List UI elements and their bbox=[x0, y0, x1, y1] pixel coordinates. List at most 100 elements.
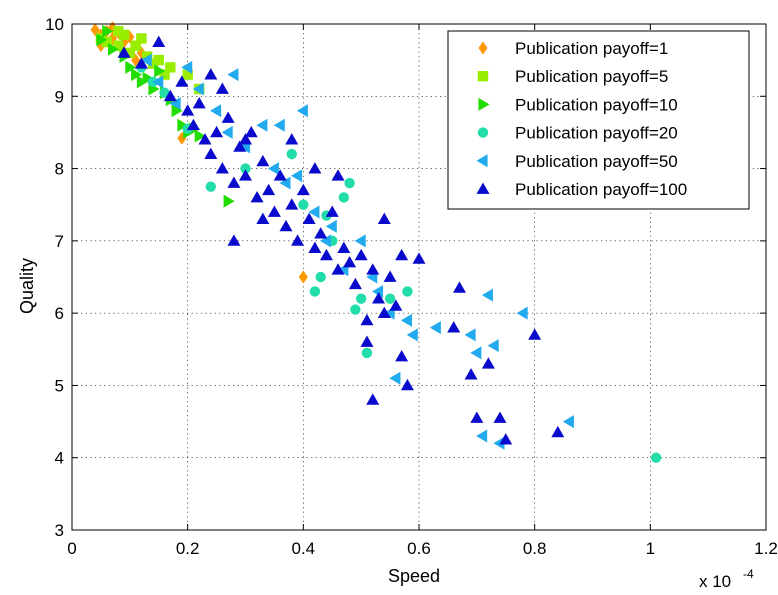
data-point bbox=[154, 64, 166, 78]
data-point bbox=[125, 60, 137, 74]
data-point bbox=[181, 60, 193, 74]
data-point bbox=[344, 177, 355, 189]
data-point bbox=[296, 183, 310, 196]
data-point bbox=[389, 371, 401, 385]
data-point bbox=[140, 53, 152, 67]
data-point bbox=[227, 176, 241, 188]
data-point bbox=[337, 241, 351, 253]
data-point bbox=[204, 68, 218, 80]
data-point bbox=[233, 140, 247, 152]
data-point bbox=[210, 104, 222, 118]
data-point bbox=[319, 234, 332, 248]
x-tick-label: 0.6 bbox=[407, 539, 431, 558]
legend: Publication payoff=1 Publication payoff=5… bbox=[447, 30, 750, 210]
x-tick-label: 0.2 bbox=[176, 539, 200, 558]
legend-marker bbox=[476, 154, 488, 168]
legend-label: Publication payoff=50 bbox=[515, 152, 678, 171]
data-point bbox=[372, 292, 386, 304]
data-point bbox=[113, 26, 124, 37]
x-tick-label: 1 bbox=[646, 539, 655, 558]
data-point bbox=[244, 125, 258, 138]
data-point bbox=[314, 227, 328, 239]
data-point bbox=[395, 350, 409, 362]
y-tick-label: 4 bbox=[55, 449, 64, 468]
data-point bbox=[406, 328, 418, 342]
data-point bbox=[134, 57, 148, 69]
data-point bbox=[308, 241, 322, 253]
data-point bbox=[101, 36, 112, 48]
data-point bbox=[221, 111, 235, 123]
data-point bbox=[481, 357, 495, 369]
data-point bbox=[325, 205, 339, 217]
data-point bbox=[192, 82, 204, 96]
data-point bbox=[493, 411, 507, 423]
data-point bbox=[470, 346, 482, 360]
legend-marker bbox=[478, 41, 488, 55]
legend-marker bbox=[477, 127, 489, 138]
data-point bbox=[354, 234, 366, 248]
data-point bbox=[182, 69, 193, 80]
data-point bbox=[400, 378, 414, 391]
data-point bbox=[291, 169, 303, 183]
data-point bbox=[331, 169, 345, 181]
data-point bbox=[331, 263, 345, 275]
data-point bbox=[113, 40, 124, 51]
data-point bbox=[350, 304, 361, 315]
data-point bbox=[343, 256, 357, 268]
data-point bbox=[476, 429, 488, 443]
data-point bbox=[96, 33, 108, 47]
data-point bbox=[171, 104, 183, 118]
data-point bbox=[239, 169, 252, 181]
data-point bbox=[215, 82, 229, 94]
x-multiplier-base: x 10 bbox=[699, 572, 731, 591]
data-point bbox=[308, 162, 322, 174]
data-point bbox=[118, 29, 130, 41]
data-point bbox=[130, 40, 141, 51]
data-point bbox=[273, 118, 285, 132]
x-axis-label: Speed bbox=[388, 566, 440, 586]
data-point bbox=[117, 46, 131, 58]
data-point bbox=[412, 252, 426, 264]
data-point bbox=[309, 286, 321, 297]
legend-box bbox=[447, 30, 750, 210]
data-point bbox=[223, 194, 235, 208]
data-point bbox=[447, 321, 461, 333]
legend-marker bbox=[478, 97, 490, 111]
data-point bbox=[215, 162, 229, 174]
data-point bbox=[377, 306, 391, 319]
y-tick-label: 9 bbox=[55, 87, 64, 106]
data-point bbox=[131, 68, 143, 82]
data-point bbox=[181, 104, 195, 116]
data-point bbox=[383, 270, 397, 282]
grid-lines bbox=[72, 24, 766, 530]
data-point bbox=[210, 125, 224, 138]
data-point bbox=[361, 347, 373, 359]
data-point bbox=[204, 147, 218, 159]
data-point bbox=[493, 436, 505, 450]
series-6 bbox=[117, 35, 565, 445]
data-point bbox=[348, 277, 362, 290]
data-point bbox=[175, 75, 189, 87]
data-point bbox=[285, 198, 299, 210]
data-point bbox=[470, 411, 484, 423]
legend-marker bbox=[477, 71, 489, 82]
data-point bbox=[262, 183, 276, 196]
data-point bbox=[499, 433, 513, 445]
data-point bbox=[315, 271, 326, 283]
x-tick-label: 0.8 bbox=[523, 539, 547, 558]
data-point bbox=[136, 75, 148, 89]
data-point bbox=[298, 270, 308, 284]
data-point bbox=[192, 97, 206, 109]
data-point bbox=[198, 133, 212, 145]
data-point bbox=[377, 212, 391, 225]
data-point bbox=[516, 306, 528, 320]
data-point bbox=[360, 335, 374, 347]
data-point bbox=[366, 393, 380, 405]
data-point bbox=[102, 24, 114, 38]
data-point bbox=[400, 313, 412, 327]
data-point bbox=[395, 248, 409, 261]
data-point bbox=[267, 162, 279, 176]
data-point bbox=[562, 415, 574, 429]
data-point bbox=[452, 281, 466, 293]
